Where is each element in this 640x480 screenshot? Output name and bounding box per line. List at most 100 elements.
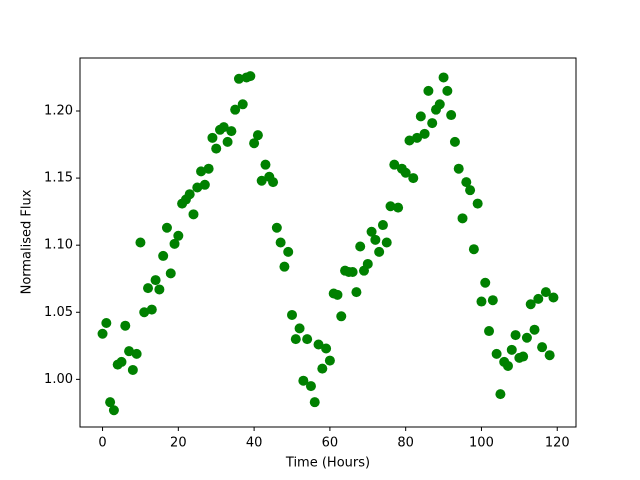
data-point <box>457 213 468 224</box>
x-axis-label: Time (Hours) <box>285 456 370 471</box>
data-point <box>491 348 502 359</box>
x-tick-label: 0 <box>98 436 106 451</box>
data-point <box>207 132 218 143</box>
data-point <box>537 342 548 353</box>
data-point <box>461 177 472 188</box>
data-point <box>298 375 309 386</box>
data-point <box>271 222 282 233</box>
data-point <box>260 159 271 170</box>
data-point <box>196 166 207 177</box>
y-axis-label: Normalised Flux <box>20 189 35 294</box>
data-point <box>211 143 222 154</box>
data-point <box>544 350 555 361</box>
data-point <box>423 85 434 96</box>
data-point <box>150 275 161 286</box>
data-point <box>108 405 119 416</box>
data-point <box>116 356 127 367</box>
data-point <box>309 397 320 408</box>
x-tick-label: 40 <box>246 436 263 451</box>
y-tick-label: 1.05 <box>44 305 73 320</box>
data-point <box>173 230 184 241</box>
data-point <box>453 163 464 174</box>
data-point <box>347 267 358 278</box>
x-tick-label: 20 <box>170 436 187 451</box>
data-point <box>393 202 404 213</box>
data-point <box>336 311 347 322</box>
data-point <box>362 258 373 269</box>
data-point <box>525 299 536 310</box>
data-point <box>408 173 419 184</box>
y-tick-label: 1.00 <box>44 372 73 387</box>
data-point <box>351 287 362 298</box>
data-point <box>419 128 430 139</box>
data-point <box>404 135 415 146</box>
data-point <box>188 209 199 220</box>
data-point <box>154 284 165 295</box>
data-point <box>275 237 286 248</box>
data-point <box>256 175 267 186</box>
data-point <box>476 296 487 307</box>
data-point <box>165 268 176 279</box>
data-point <box>366 226 377 237</box>
data-point <box>502 360 513 371</box>
plot-area <box>79 57 577 428</box>
data-point <box>529 324 540 335</box>
data-point <box>412 132 423 143</box>
x-tick-label: 60 <box>322 436 339 451</box>
data-point <box>332 289 343 300</box>
data-point <box>249 138 260 149</box>
y-tick-label: 1.10 <box>44 238 73 253</box>
data-point <box>521 332 532 343</box>
data-point <box>143 283 154 294</box>
data-point <box>218 122 229 133</box>
x-tick-label: 80 <box>397 436 414 451</box>
data-point <box>120 320 131 331</box>
data-point <box>305 381 316 392</box>
data-point <box>222 136 233 147</box>
data-point <box>355 241 366 252</box>
data-point <box>370 234 381 245</box>
data-point <box>324 355 335 366</box>
data-point <box>290 334 301 345</box>
data-point <box>446 110 457 121</box>
data-point <box>105 397 116 408</box>
data-point <box>268 177 279 188</box>
data-point <box>389 159 400 170</box>
data-point <box>287 309 298 320</box>
data-point <box>124 346 135 357</box>
data-point <box>279 261 290 272</box>
data-point <box>237 99 248 110</box>
data-point <box>427 118 438 129</box>
data-point <box>465 185 476 196</box>
data-point <box>495 389 506 400</box>
data-point <box>484 326 495 337</box>
data-point <box>480 277 491 288</box>
data-point <box>127 364 138 375</box>
y-tick-label: 1.15 <box>44 171 73 186</box>
data-point <box>199 179 210 190</box>
data-point <box>533 293 544 304</box>
data-point <box>158 250 169 261</box>
data-point <box>203 163 214 174</box>
x-tick-label: 100 <box>469 436 494 451</box>
data-point <box>438 72 449 83</box>
data-point <box>97 328 108 339</box>
data-point <box>468 244 479 255</box>
data-point <box>184 189 195 200</box>
data-point <box>131 348 142 359</box>
data-point <box>192 182 203 193</box>
data-point <box>381 237 392 248</box>
data-point <box>161 222 172 233</box>
data-point <box>101 318 112 329</box>
data-point <box>252 130 263 141</box>
data-point <box>146 304 157 315</box>
data-point <box>400 167 411 178</box>
data-point <box>302 334 313 345</box>
data-point <box>442 85 453 96</box>
data-point <box>540 287 551 298</box>
data-point <box>245 71 256 82</box>
data-point <box>548 292 559 303</box>
data-point <box>139 307 150 318</box>
